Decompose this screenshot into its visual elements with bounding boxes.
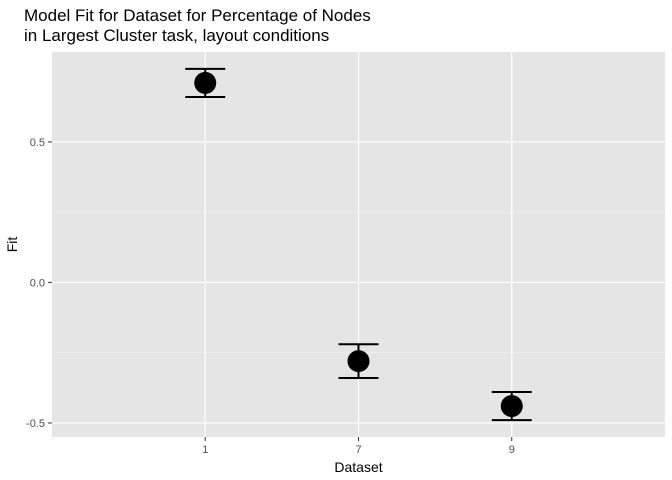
data-marks [185, 67, 532, 422]
y-tick-label: -0.5 [26, 418, 45, 430]
x-tick-label: 7 [355, 444, 361, 456]
data-point [347, 350, 370, 373]
y-tick-label: 0.5 [30, 137, 45, 149]
chart-title: Model Fit for Dataset for Percentage of … [24, 6, 371, 45]
data-point [500, 395, 523, 418]
x-axis-ticks: 1 7 9 [202, 437, 515, 456]
x-tick-label: 9 [509, 444, 515, 456]
y-tick-label: 0.0 [30, 277, 45, 289]
major-gridlines [52, 52, 665, 437]
data-point [194, 71, 217, 94]
y-axis-ticks: 0.5 0.0 -0.5 [26, 137, 52, 430]
x-tick-label: 1 [202, 444, 208, 456]
y-axis-title: Fit [4, 237, 20, 253]
x-axis-title: Dataset [334, 459, 382, 475]
